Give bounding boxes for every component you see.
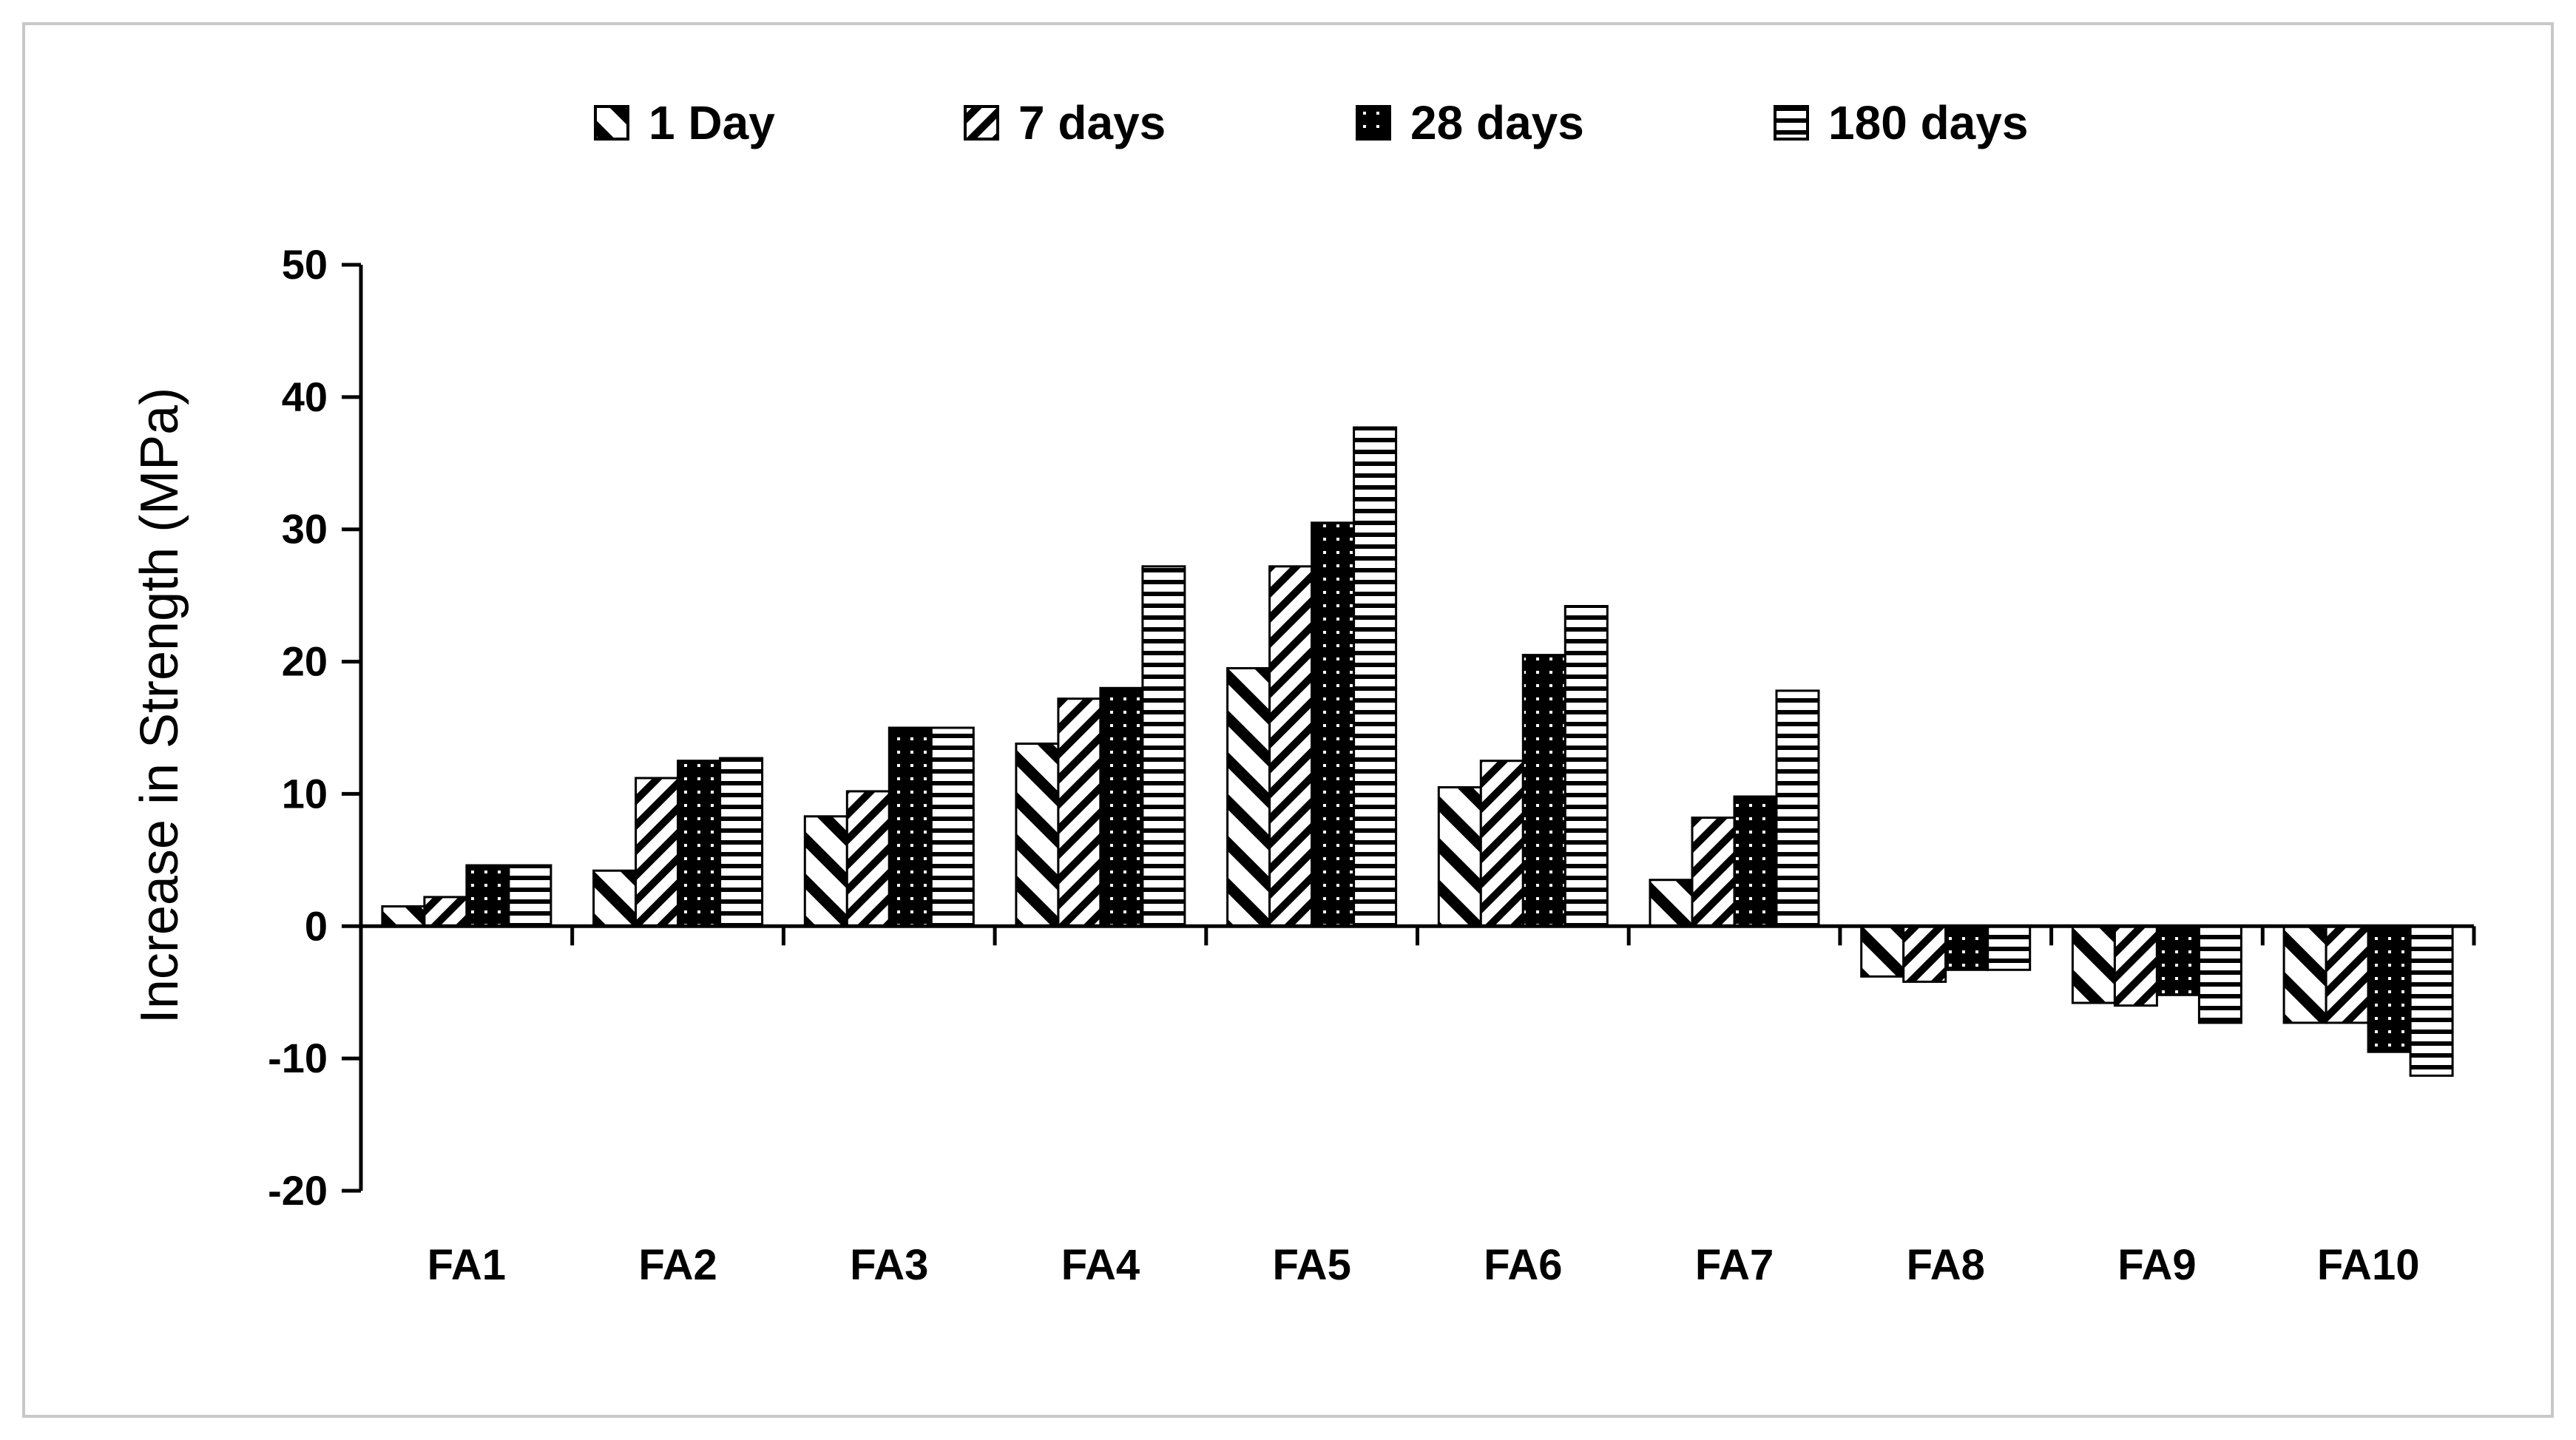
legend-label-7-days: 7 days xyxy=(1018,96,1166,149)
bar-fa4-1-day xyxy=(1015,743,1060,927)
bar-fa7-7-days xyxy=(1691,817,1736,927)
y-tick-label: 0 xyxy=(305,902,328,949)
bar-fa3-180-days xyxy=(930,726,975,927)
bar-fa1-180-days xyxy=(507,864,552,927)
bar-fa6-180-days xyxy=(1563,605,1609,927)
y-axis-title: Increase in Strength (MPa) xyxy=(130,388,189,1024)
y-tick-label: 20 xyxy=(282,638,328,685)
y-tick-label: -10 xyxy=(268,1035,328,1081)
bar-fa4-180-days xyxy=(1141,565,1186,927)
x-tick-label-fa7: FA7 xyxy=(1695,1241,1774,1289)
bar-fa4-28-days xyxy=(1099,686,1144,927)
bar-fa9-7-days xyxy=(2113,924,2158,1007)
legend-label-28-days: 28 days xyxy=(1410,96,1584,149)
y-tick-label: 30 xyxy=(282,506,328,552)
bar-fa3-7-days xyxy=(845,790,890,927)
labels-group: 50 40 30 20 10 0 -10 -20 FA1 FA2 FA3 FA4 FA5 FA6 FA7 FA… xyxy=(130,241,2419,1289)
bar-fa8-7-days xyxy=(1902,924,1947,983)
x-tick-label-fa10: FA10 xyxy=(2317,1241,2420,1289)
x-tick-label-fa6: FA6 xyxy=(1484,1241,1562,1289)
bar-fa5-7-days xyxy=(1268,565,1314,927)
y-tick-label: -20 xyxy=(268,1167,328,1214)
bar-fa5-1-day xyxy=(1226,667,1271,927)
y-tick-label: 10 xyxy=(282,770,328,817)
x-tick-label-fa8: FA8 xyxy=(1907,1241,1985,1289)
bar-fa9-1-day xyxy=(2071,924,2116,1004)
bar-fa1-28-days xyxy=(465,864,510,927)
bar-fa2-7-days xyxy=(635,777,680,927)
bars-group xyxy=(381,426,2454,1077)
x-tick-label-fa3: FA3 xyxy=(850,1241,928,1289)
x-tick-label-fa1: FA1 xyxy=(427,1241,506,1289)
bar-fa2-180-days xyxy=(719,757,764,927)
x-tick-label-fa2: FA2 xyxy=(638,1241,717,1289)
legend-swatch-7-days xyxy=(964,105,999,141)
bar-fa7-1-day xyxy=(1649,879,1694,927)
x-tick-label-fa4: FA4 xyxy=(1061,1241,1140,1289)
bar-fa9-180-days xyxy=(2197,924,2242,1024)
bar-fa9-28-days xyxy=(2155,924,2200,996)
axes-group xyxy=(342,263,2476,1193)
bar-fa7-28-days xyxy=(1733,795,1778,927)
bar-fa6-7-days xyxy=(1479,760,1524,927)
legend-swatch-180-days xyxy=(1774,105,1809,141)
y-tick-label: 50 xyxy=(282,241,328,288)
bar-fa2-28-days xyxy=(677,760,722,927)
bar-fa6-1-day xyxy=(1437,786,1482,927)
bar-fa8-28-days xyxy=(1944,924,1990,971)
x-tick-label-fa9: FA9 xyxy=(2117,1241,2196,1289)
bar-fa5-180-days xyxy=(1353,426,1398,927)
legend-swatch-1-day xyxy=(594,105,629,141)
bar-fa5-28-days xyxy=(1311,521,1356,927)
bar-fa10-180-days xyxy=(2409,924,2454,1077)
x-tick-label-fa5: FA5 xyxy=(1272,1241,1350,1289)
y-tick-label: 40 xyxy=(282,373,328,420)
bar-fa10-28-days xyxy=(2367,924,2412,1053)
bar-fa4-7-days xyxy=(1057,697,1102,927)
legend-label-180-days: 180 days xyxy=(1828,96,2028,149)
bar-fa8-1-day xyxy=(1860,924,1905,978)
bar-fa2-1-day xyxy=(592,869,638,927)
bar-fa10-1-day xyxy=(2282,924,2327,1024)
bar-fa6-28-days xyxy=(1521,654,1566,927)
bar-fa1-7-days xyxy=(423,896,468,927)
bar-fa3-1-day xyxy=(803,815,848,927)
bar-fa10-7-days xyxy=(2325,924,2370,1024)
legend-label-1-day: 1 Day xyxy=(649,96,775,149)
legend: 1 Day 7 days 28 days 180 days xyxy=(594,96,2028,149)
bar-fa1-1-day xyxy=(381,905,426,927)
bar-fa7-180-days xyxy=(1775,689,1820,927)
legend-swatch-28-days xyxy=(1356,105,1391,141)
bar-fa3-28-days xyxy=(888,726,933,927)
bar-fa8-180-days xyxy=(1987,924,2032,971)
